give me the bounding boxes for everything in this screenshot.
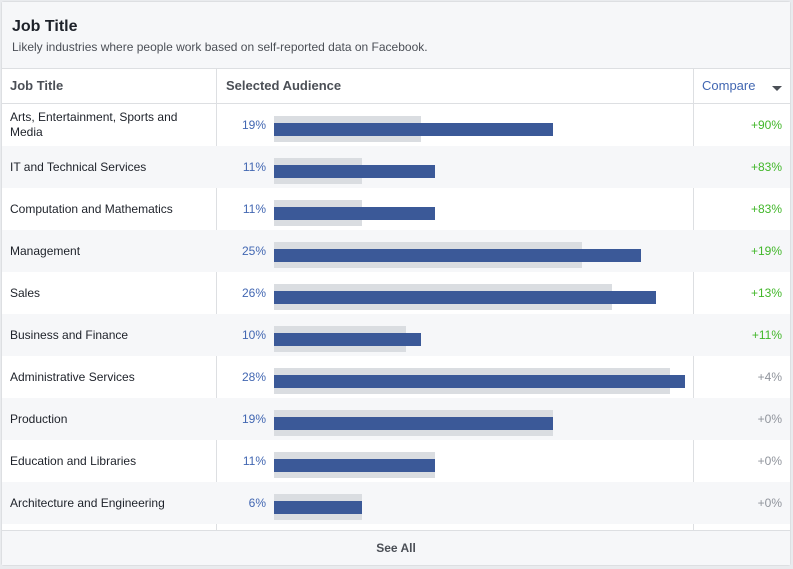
column-divider [693, 69, 694, 530]
job-title-label: Business and Finance [10, 327, 129, 342]
job-title-label: IT and Technical Services [10, 159, 147, 174]
selected-audience-percent: 26% [241, 286, 266, 300]
chevron-down-icon[interactable] [772, 86, 782, 91]
selected-audience-percent: 19% [241, 118, 266, 132]
compare-value: +0% [757, 454, 782, 468]
column-headers: Job Title Selected Audience Compare [2, 69, 790, 104]
compare-value: +0% [757, 496, 782, 510]
card-title: Job Title [12, 18, 78, 35]
column-header-selected-audience: Selected Audience [226, 78, 342, 93]
selected-audience-percent: 19% [241, 412, 266, 426]
selected-audience-percent: 11% [242, 454, 266, 468]
job-title-label: Administrative Services [10, 369, 135, 384]
table-row: Production 19% +0% [2, 398, 790, 440]
compare-value: +19% [750, 244, 782, 258]
job-title-label: Management [10, 243, 81, 258]
column-header-job-title: Job Title [10, 78, 64, 93]
selected-audience-bar [274, 501, 363, 514]
compare-value: +4% [757, 370, 782, 384]
selected-audience-bar [274, 417, 553, 430]
card-subtitle: Likely industries where people work base… [12, 40, 428, 54]
selected-audience-percent: 11% [242, 160, 266, 174]
table-row: IT and Technical Services 11% +83% [2, 146, 790, 188]
card-header: Job Title Likely industries where people… [2, 2, 790, 69]
table-row: Computation and Mathematics 11% +83% [2, 188, 790, 230]
see-all-button[interactable]: See All [2, 530, 790, 565]
job-title-label: Production [10, 411, 68, 426]
table-row: Sales 26% +13% [2, 272, 790, 314]
selected-audience-bar [274, 249, 641, 262]
compare-value: +90% [750, 118, 782, 132]
selected-audience-bar [274, 123, 553, 136]
table-row: Education and Libraries 11% +0% [2, 440, 790, 482]
selected-audience-bar [274, 459, 436, 472]
selected-audience-percent: 28% [241, 370, 266, 384]
compare-value: +11% [751, 328, 782, 342]
compare-value: +83% [750, 202, 782, 216]
job-title-label: Sales [10, 285, 41, 300]
selected-audience-bar [274, 375, 685, 388]
selected-audience-bar [274, 291, 656, 304]
job-title-label: Computation and Mathematics [10, 201, 173, 216]
selected-audience-percent: 6% [248, 496, 266, 510]
selected-audience-percent: 25% [241, 244, 266, 258]
compare-value: +0% [757, 412, 782, 426]
job-title-label: Education and Libraries [10, 453, 137, 468]
selected-audience-bar [274, 165, 436, 178]
compare-value: +83% [750, 160, 782, 174]
selected-audience-bar [274, 333, 421, 346]
selected-audience-percent: 11% [242, 202, 266, 216]
table-row: Administrative Services 28% +4% [2, 356, 790, 398]
table-row: Management 25% +19% [2, 230, 790, 272]
column-divider [216, 69, 217, 530]
table-row: Architecture and Engineering 6% +0% [2, 482, 790, 524]
job-title-label: Architecture and Engineering [10, 495, 165, 510]
selected-audience-percent: 10% [241, 328, 266, 342]
table-row: Business and Finance 10% +11% [2, 314, 790, 356]
compare-dropdown[interactable]: Compare [702, 78, 756, 93]
compare-value: +13% [750, 286, 782, 300]
selected-audience-bar [274, 207, 436, 220]
table-row: Arts, Entertainment, Sports and Media 19%… [2, 104, 790, 146]
job-title-label: Arts, Entertainment, Sports and Media [10, 110, 178, 139]
